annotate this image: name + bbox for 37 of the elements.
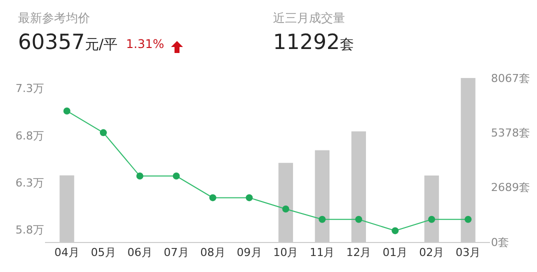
y-tick-label: 6.8万	[16, 129, 44, 142]
x-tick-label: 11月	[310, 246, 335, 260]
x-tick-label: 07月	[164, 246, 189, 260]
point	[172, 172, 180, 180]
point	[63, 107, 70, 114]
point	[464, 216, 472, 223]
x-tick-label: 01月	[382, 246, 408, 260]
point	[428, 216, 436, 223]
point	[209, 194, 216, 202]
point	[136, 172, 144, 180]
x-tick-label: 04月	[54, 246, 80, 260]
y-tick-label: 7.3万	[16, 82, 44, 96]
y2-tick-label: 2689套	[491, 181, 530, 194]
point	[318, 216, 326, 223]
text: 11292套	[273, 30, 354, 54]
point	[355, 216, 362, 223]
x-tick-label: 02月	[419, 246, 444, 260]
text: 近三月成交量	[273, 11, 345, 25]
text: 1.31%	[126, 37, 164, 51]
x-tick-label: 05月	[90, 246, 116, 260]
point	[392, 227, 399, 234]
x-tick-label: 08月	[200, 246, 226, 260]
x-tick-label: 09月	[236, 246, 262, 260]
y2-tick-label: 5378套	[491, 126, 530, 140]
x-tick-label: 03月	[456, 246, 481, 260]
y2-tick-label: 0套	[491, 236, 509, 249]
y-tick-label: 5.8万	[16, 224, 44, 237]
x-tick-label: 06月	[127, 246, 152, 260]
point	[282, 206, 290, 213]
y2-tick-label: 8067套	[491, 72, 530, 85]
text: 60357元/平	[18, 30, 118, 54]
x-tick-label: 12月	[346, 246, 372, 260]
point	[246, 194, 253, 202]
y-tick-label: 6.3万	[16, 176, 44, 190]
text: 最新参考均价	[18, 11, 90, 25]
point	[100, 129, 107, 136]
x-tick-label: 10月	[273, 246, 298, 260]
